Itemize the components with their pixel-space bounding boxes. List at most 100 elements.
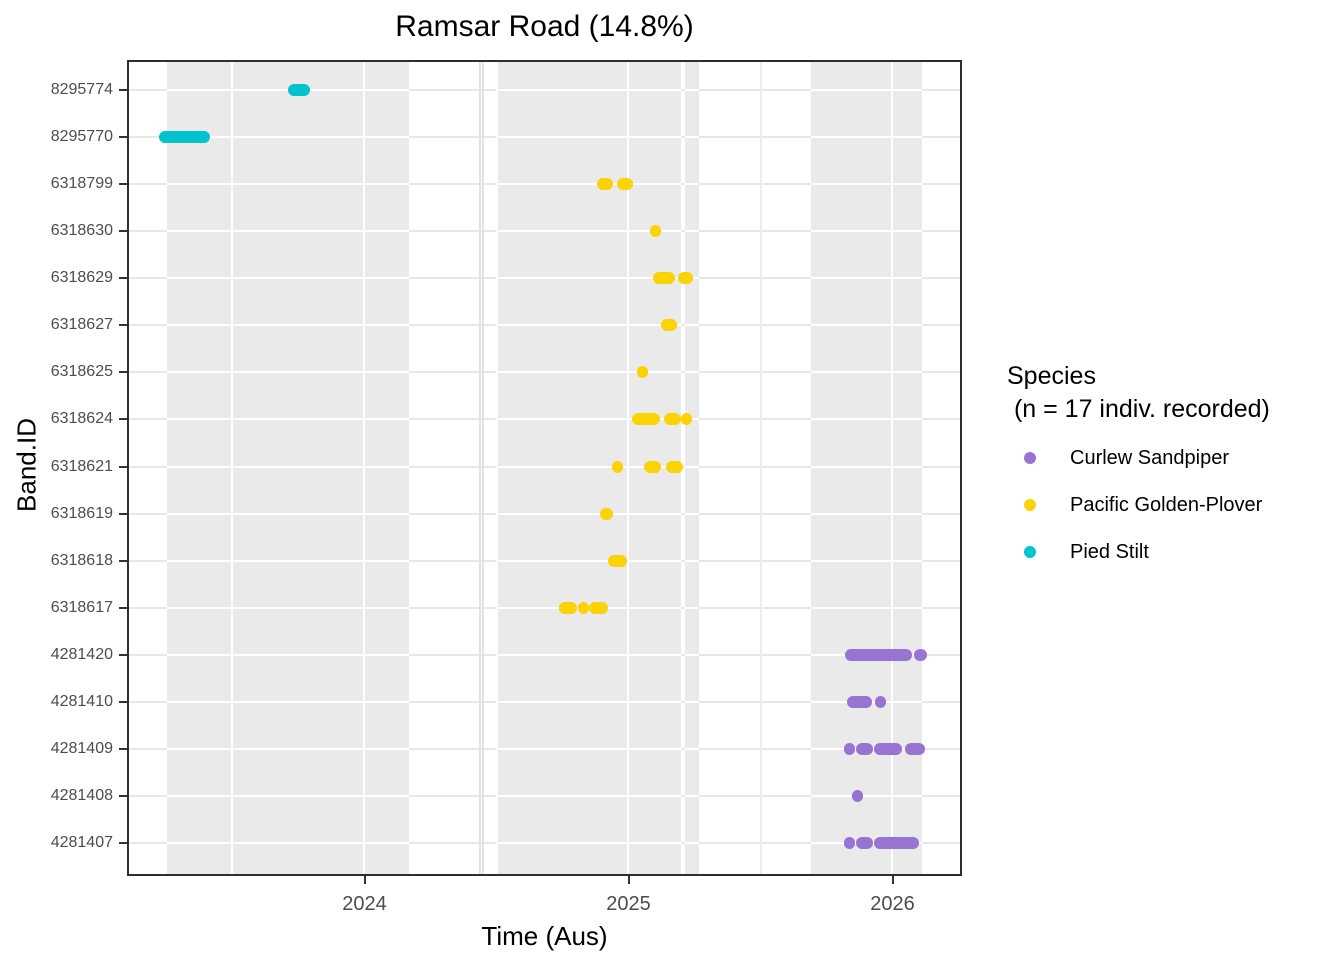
shaded-period-band (810, 62, 922, 874)
detection-segment (159, 131, 211, 144)
band-horizontal-gridline (684, 559, 699, 562)
band-horizontal-gridline (495, 465, 682, 468)
band-horizontal-gridline (167, 653, 410, 656)
y-tick-label: 6318617 (50, 598, 113, 616)
y-axis-tick (119, 653, 127, 656)
band-horizontal-gridline (495, 183, 682, 186)
detection-segment (631, 413, 660, 426)
pied-stilt-swatch-icon (1024, 546, 1036, 558)
y-axis-tick (119, 700, 127, 703)
detection-segment (855, 837, 873, 849)
band-horizontal-gridline (167, 230, 410, 233)
band-horizontal-gridline (684, 794, 699, 797)
band-horizontal-gridline (167, 277, 410, 280)
y-tick-label: 8295774 (50, 81, 113, 98)
band-horizontal-gridline (495, 842, 682, 844)
y-tick-label: 6318618 (50, 551, 113, 569)
band-horizontal-gridline (684, 842, 699, 844)
detection-segment (653, 272, 675, 285)
thin-period-mark (478, 62, 481, 874)
band-horizontal-gridline (810, 324, 922, 327)
band-vertical-gridline (891, 62, 894, 874)
band-horizontal-gridline (167, 747, 410, 750)
y-axis-tick (119, 606, 127, 609)
y-tick-label: 6318619 (50, 504, 113, 522)
plot-panel (127, 60, 962, 876)
band-horizontal-gridline (684, 512, 699, 515)
band-horizontal-gridline (495, 747, 682, 750)
y-axis-tick (119, 465, 127, 468)
detection-segment (650, 225, 662, 238)
band-horizontal-gridline (684, 136, 699, 139)
y-tick-label: 4281410 (50, 692, 113, 710)
y-axis-tick (119, 418, 127, 421)
band-horizontal-gridline (810, 512, 922, 515)
band-horizontal-gridline (167, 606, 410, 609)
band-horizontal-gridline (684, 89, 699, 91)
band-horizontal-gridline (684, 465, 699, 468)
y-axis-tick (119, 747, 127, 750)
y-tick-label: 6318625 (50, 363, 113, 381)
band-horizontal-gridline (684, 418, 699, 421)
band-horizontal-gridline (684, 700, 699, 703)
band-horizontal-gridline (495, 277, 682, 280)
curlew-sandpiper-swatch-icon (1024, 452, 1036, 464)
detection-segment (559, 601, 577, 614)
band-horizontal-gridline (684, 653, 699, 656)
y-axis-tick (119, 230, 127, 233)
band-vertical-gridline (363, 62, 366, 874)
band-horizontal-gridline (167, 136, 410, 139)
band-horizontal-gridline (810, 183, 922, 186)
detection-segment (843, 742, 855, 755)
band-horizontal-gridline (810, 465, 922, 468)
detection-segment (913, 648, 928, 661)
band-horizontal-gridline (810, 89, 922, 91)
band-horizontal-gridline (167, 700, 410, 703)
band-horizontal-gridline (684, 183, 699, 186)
band-horizontal-gridline (495, 418, 682, 421)
band-horizontal-gridline (810, 606, 922, 609)
band-horizontal-gridline (495, 324, 682, 327)
detection-segment (287, 84, 311, 96)
band-horizontal-gridline (684, 324, 699, 327)
band-horizontal-gridline (495, 230, 682, 233)
band-horizontal-gridline (495, 700, 682, 703)
band-horizontal-gridline (167, 512, 410, 515)
x-tick-label: 2025 (606, 893, 651, 915)
detection-segment (680, 413, 692, 426)
detection-segment (874, 695, 886, 708)
detection-segment (660, 319, 678, 332)
y-axis-tick (119, 842, 127, 844)
band-horizontal-gridline (495, 136, 682, 139)
band-horizontal-gridline (684, 371, 699, 374)
y-axis-title: Band.ID (11, 418, 42, 512)
x-tick-label: 2026 (870, 893, 915, 915)
y-axis-tick (119, 183, 127, 186)
legend: Species (n = 17 indiv. recorded) Curlew … (1007, 360, 1337, 563)
y-axis-tick (119, 512, 127, 515)
x-axis-title: Time (Aus) (481, 921, 608, 951)
y-tick-label: 6318629 (50, 269, 113, 287)
detection-segment (577, 601, 589, 614)
band-horizontal-gridline (167, 418, 410, 421)
y-tick-label: 8295770 (50, 128, 113, 146)
vertical-gridline (759, 62, 762, 874)
y-tick-label: 6318627 (50, 316, 113, 334)
band-horizontal-gridline (167, 324, 410, 327)
band-horizontal-gridline (684, 747, 699, 750)
detection-segment (855, 742, 873, 755)
x-tick-label: 2024 (342, 893, 387, 915)
y-axis-tick (119, 277, 127, 280)
band-horizontal-gridline (810, 277, 922, 280)
thin-period-mark (482, 62, 485, 874)
chart-title: Ramsar Road (14.8%) (395, 10, 694, 43)
y-axis-tick (119, 559, 127, 562)
band-vertical-gridline (627, 62, 630, 874)
band-vertical-gridline (495, 62, 498, 874)
detection-segment (846, 695, 872, 708)
band-horizontal-gridline (495, 89, 682, 91)
detection-segment (636, 366, 649, 379)
detection-segment (616, 178, 633, 191)
shaded-period-band (684, 62, 699, 874)
